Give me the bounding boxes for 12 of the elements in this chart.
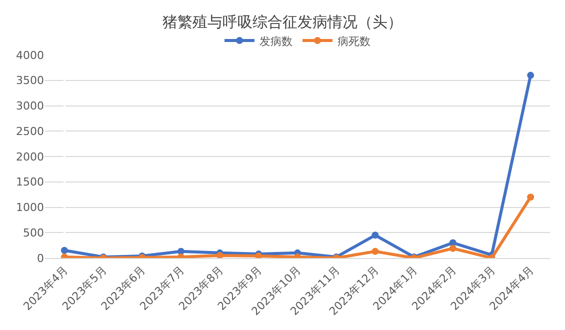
y-tick-label: 3000 [16, 100, 44, 113]
legend-label: 发病数 [260, 34, 292, 48]
y-tick-label: 1500 [16, 176, 44, 189]
y-tick-label: 1000 [16, 201, 44, 214]
y-tick-label: 4000 [16, 48, 44, 62]
chart-title: 猪繁殖与呼吸综合征发病情况（头） [162, 13, 402, 31]
legend-label: 病死数 [338, 34, 370, 48]
y-tick-label: 0 [37, 252, 44, 265]
y-tick-label: 3500 [16, 74, 44, 88]
y-tick-label: 2000 [16, 150, 44, 164]
y-tick-label: 500 [23, 226, 44, 240]
y-tick-label: 2500 [16, 124, 44, 138]
